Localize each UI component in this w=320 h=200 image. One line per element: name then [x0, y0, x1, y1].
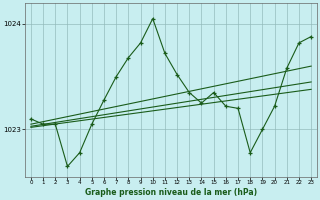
- X-axis label: Graphe pression niveau de la mer (hPa): Graphe pression niveau de la mer (hPa): [85, 188, 257, 197]
